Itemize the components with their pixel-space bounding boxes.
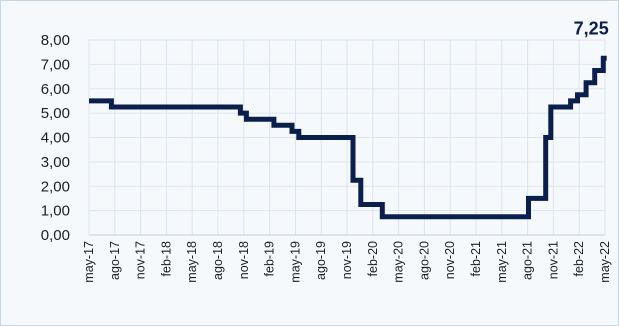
x-axis-tick-labels: may-17 ago-17 nov-17 feb-18 may-18 ago-18 nov-… — [82, 241, 612, 283]
x-tick-label: feb-22 — [572, 241, 586, 276]
x-tick-label: may-18 — [185, 241, 199, 283]
x-tick-label: may-20 — [392, 241, 406, 283]
y-tick-label: 5,00 — [41, 105, 70, 122]
x-tick-label: feb-21 — [469, 241, 483, 276]
y-tick-label: 6,00 — [41, 81, 70, 98]
y-tick-label: 7,00 — [41, 56, 70, 73]
x-tick-label: nov-17 — [134, 241, 148, 279]
x-tick-label: ago-20 — [417, 241, 431, 280]
y-tick-label: 4,00 — [41, 130, 70, 147]
series-line-group — [89, 55, 607, 220]
y-tick-label: 1,00 — [41, 203, 70, 220]
x-tick-label: may-22 — [598, 241, 612, 283]
y-tick-label: 0,00 — [41, 227, 70, 244]
last-value-label: 7,25 — [574, 18, 609, 38]
y-tick-label: 2,00 — [41, 178, 70, 195]
x-tick-label: nov-19 — [340, 241, 354, 279]
x-tick-label: nov-20 — [443, 241, 457, 279]
x-tick-label: ago-21 — [521, 241, 535, 280]
x-tick-label: may-19 — [288, 241, 302, 283]
x-tick-label: ago-17 — [108, 241, 122, 280]
x-tick-label: ago-18 — [211, 241, 225, 280]
x-tick-label: may-21 — [495, 241, 509, 283]
x-tick-label: feb-20 — [366, 241, 380, 276]
x-tick-label: nov-18 — [237, 241, 251, 279]
x-tick-label: ago-19 — [314, 241, 328, 280]
x-tick-label: feb-18 — [159, 241, 173, 276]
y-tick-label: 8,00 — [41, 32, 70, 49]
x-tick-label: feb-19 — [263, 241, 277, 276]
policy-rate-step-line — [89, 55, 607, 220]
x-tick-label: may-17 — [82, 241, 96, 283]
y-axis-tick-labels: 0,00 1,00 2,00 3,00 4,00 5,00 6,00 7,00 8,00 — [41, 32, 70, 244]
y-tick-label: 3,00 — [41, 154, 70, 171]
x-tick-label: nov-21 — [546, 241, 560, 279]
